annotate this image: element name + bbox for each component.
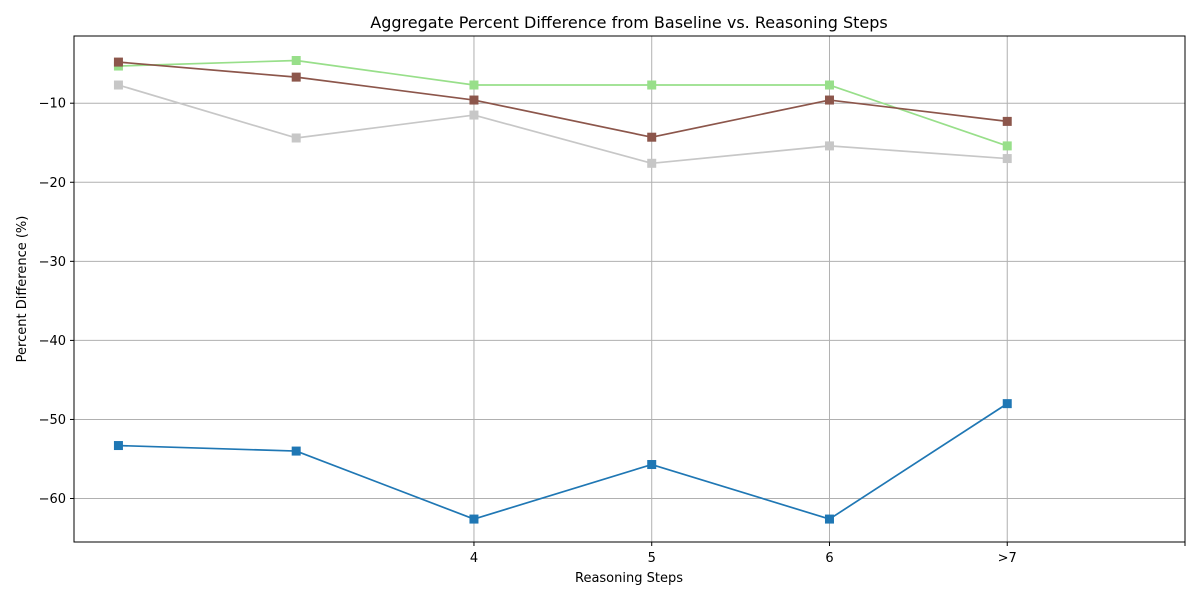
data-point-marker xyxy=(1002,116,1012,126)
data-point-marker xyxy=(824,95,834,105)
data-point-marker xyxy=(113,441,123,451)
series-line xyxy=(118,59,1008,147)
y-tick-label: −10 xyxy=(39,97,66,112)
series-line xyxy=(118,84,1008,165)
data-point-marker xyxy=(647,460,657,470)
y-tick-label: −20 xyxy=(39,176,66,191)
x-tick-label: 5 xyxy=(648,551,656,566)
series-1 xyxy=(113,57,1012,142)
series-2 xyxy=(113,80,1012,168)
data-point-marker xyxy=(113,57,123,67)
data-point-marker xyxy=(291,72,301,82)
series-line xyxy=(118,61,1008,139)
data-point-marker xyxy=(647,132,657,142)
data-point-marker xyxy=(291,446,301,456)
data-point-marker xyxy=(824,141,834,151)
data-point-marker xyxy=(1002,141,1012,151)
data-point-marker xyxy=(1002,399,1012,409)
y-tick-label: −60 xyxy=(39,492,66,507)
data-point-marker xyxy=(647,80,657,90)
data-point-marker xyxy=(469,80,479,90)
grid-lines xyxy=(74,36,1186,542)
x-tick-label: 6 xyxy=(825,551,833,566)
series-layer xyxy=(113,56,1012,524)
series-line xyxy=(118,402,1008,520)
y-tick-label: −50 xyxy=(39,413,66,428)
plot-area-frame xyxy=(73,35,1186,543)
x-tick-label: 4 xyxy=(470,551,478,566)
y-axis-ticks: −60 −50 −40 −30 −20 −10 xyxy=(39,97,74,507)
y-axis-label: Percent Difference (%) xyxy=(15,216,30,363)
x-axis-label: Reasoning Steps xyxy=(575,571,683,586)
series-3 xyxy=(113,399,1012,524)
data-point-marker xyxy=(291,133,301,143)
chart-title: Aggregate Percent Difference from Baseli… xyxy=(370,13,887,32)
x-axis-ticks: 4 5 6 >7 xyxy=(470,542,1186,566)
data-point-marker xyxy=(824,80,834,90)
x-tick-label: >7 xyxy=(998,551,1017,566)
data-point-marker xyxy=(291,56,301,66)
data-point-marker xyxy=(647,158,657,168)
data-point-marker xyxy=(469,95,479,105)
data-point-marker xyxy=(824,514,834,524)
data-point-marker xyxy=(469,514,479,524)
y-tick-label: −30 xyxy=(39,255,66,270)
data-point-marker xyxy=(113,80,123,90)
data-point-marker xyxy=(469,110,479,120)
y-tick-label: −40 xyxy=(39,334,66,349)
data-point-marker xyxy=(1002,154,1012,164)
